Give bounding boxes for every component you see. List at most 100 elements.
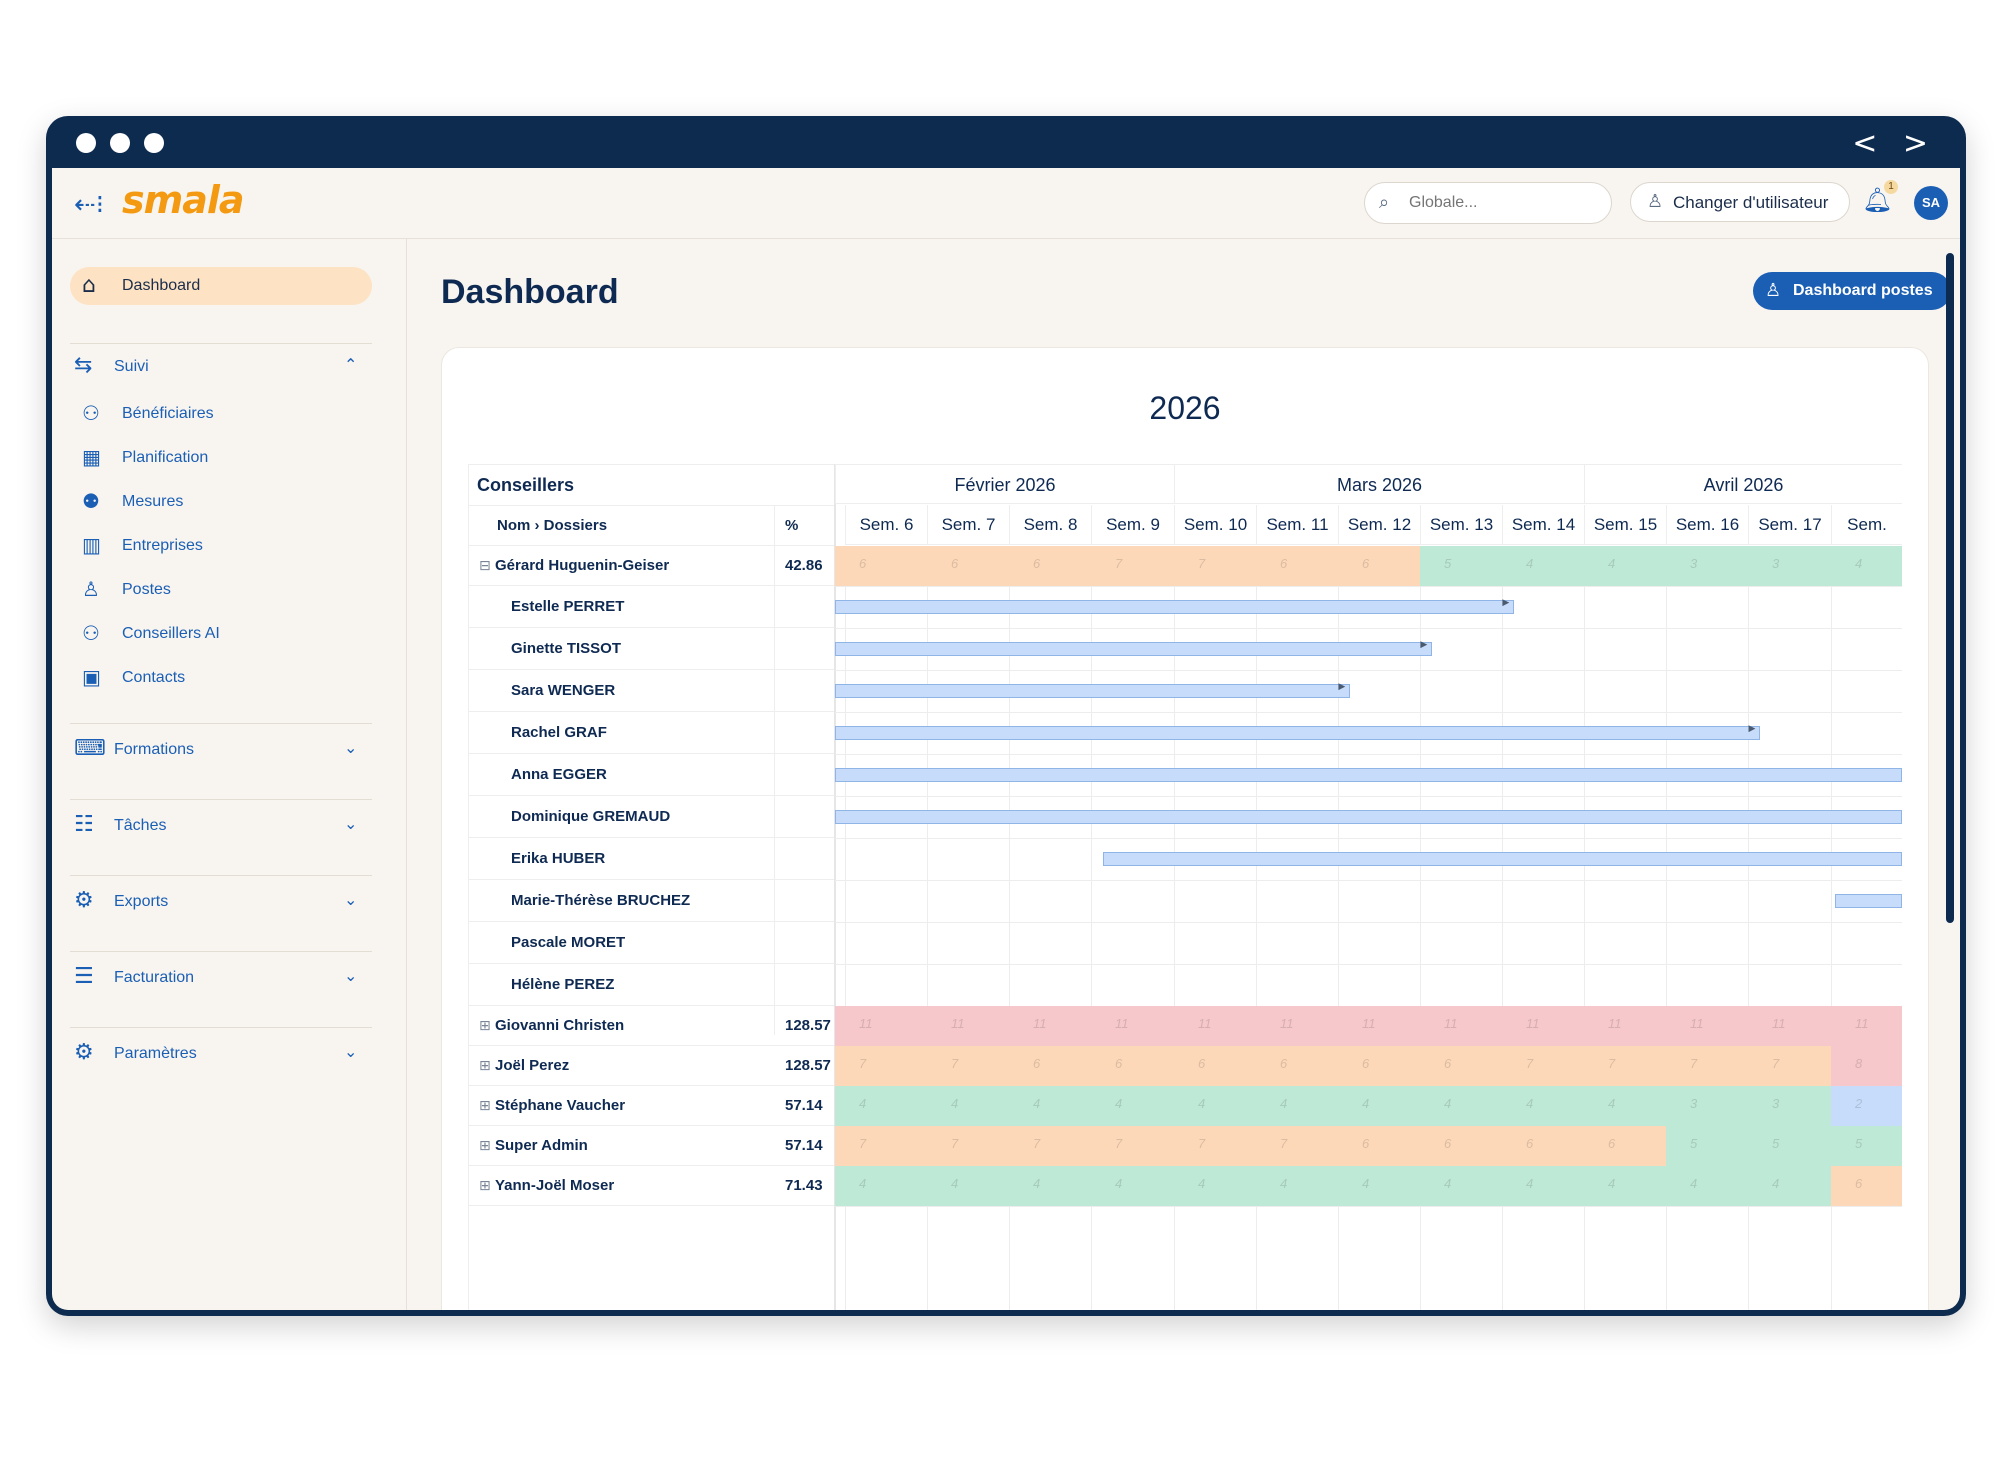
- advisor-row[interactable]: Dominique GREMAUD: [469, 796, 834, 838]
- workload-cell[interactable]: 6: [1420, 1046, 1502, 1086]
- workload-cell[interactable]: 7: [1502, 1046, 1584, 1086]
- workload-cell[interactable]: 5: [1666, 1126, 1748, 1166]
- sidebar-section-taches[interactable]: ☷ Tâches ⌄: [74, 812, 374, 842]
- workload-cell[interactable]: 4: [1009, 1086, 1091, 1126]
- dossier-bar[interactable]: [835, 768, 1902, 782]
- advisor-row[interactable]: Ginette TISSOT: [469, 628, 834, 670]
- workload-cell[interactable]: 5: [1420, 546, 1502, 586]
- workload-cell[interactable]: 4: [1420, 1166, 1502, 1206]
- workload-cell[interactable]: 7: [835, 1126, 927, 1166]
- workload-cell[interactable]: 4: [1502, 1086, 1584, 1126]
- window-dot-maximize[interactable]: [144, 133, 164, 153]
- sidebar-section-suivi[interactable]: ⇆ Suivi ⌃: [74, 353, 374, 383]
- dossier-bar[interactable]: ▶: [835, 640, 1433, 656]
- advisor-row[interactable]: Erika HUBER: [469, 838, 834, 880]
- advisor-row[interactable]: Estelle PERRET: [469, 586, 834, 628]
- workload-cell[interactable]: 4: [1091, 1166, 1174, 1206]
- window-dot-close[interactable]: [76, 133, 96, 153]
- workload-cell[interactable]: 4: [1256, 1166, 1338, 1206]
- workload-cell[interactable]: 11: [1338, 1006, 1420, 1046]
- workload-cell[interactable]: 7: [1666, 1046, 1748, 1086]
- workload-cell[interactable]: 4: [835, 1086, 927, 1126]
- workload-cell[interactable]: 4: [1009, 1166, 1091, 1206]
- dossier-bar[interactable]: ▶: [835, 724, 1761, 740]
- workload-cell[interactable]: 5: [1831, 1126, 1902, 1166]
- workload-cell[interactable]: 7: [1009, 1126, 1091, 1166]
- workload-cell[interactable]: 4: [1420, 1086, 1502, 1126]
- workload-cell[interactable]: 7: [1174, 546, 1256, 586]
- advisor-row[interactable]: ⊟ Gérard Huguenin-Geiser 42.86: [469, 546, 834, 586]
- collapse-icon[interactable]: ⊟: [479, 558, 491, 574]
- workload-cell[interactable]: 11: [1831, 1006, 1902, 1046]
- advisor-row[interactable]: Pascale MORET: [469, 922, 834, 964]
- workload-cell[interactable]: 11: [1420, 1006, 1502, 1046]
- workload-cell[interactable]: 11: [1091, 1006, 1174, 1046]
- workload-cell[interactable]: 6: [1009, 546, 1091, 586]
- workload-cell[interactable]: 4: [1666, 1166, 1748, 1206]
- workload-cell[interactable]: 4: [1584, 1086, 1666, 1126]
- workload-cell[interactable]: 6: [1338, 1046, 1420, 1086]
- workload-cell[interactable]: 5: [1748, 1126, 1831, 1166]
- expand-icon[interactable]: ⊞: [479, 1098, 491, 1114]
- workload-cell[interactable]: 4: [1338, 1166, 1420, 1206]
- sidebar-section-parametres[interactable]: ⚙ Paramètres ⌄: [74, 1040, 374, 1070]
- chevron-down-icon[interactable]: ⌄: [344, 890, 358, 909]
- workload-cell[interactable]: 6: [927, 546, 1009, 586]
- workload-cell[interactable]: 7: [927, 1046, 1009, 1086]
- window-dot-minimize[interactable]: [110, 133, 130, 153]
- workload-cell[interactable]: 11: [1666, 1006, 1748, 1046]
- workload-cell[interactable]: 7: [1748, 1046, 1831, 1086]
- workload-cell[interactable]: 4: [927, 1086, 1009, 1126]
- sidebar-item-contacts[interactable]: ▣ Contacts: [82, 665, 362, 693]
- workload-cell[interactable]: 11: [1174, 1006, 1256, 1046]
- advisor-row[interactable]: ⊞ Joël Perez 128.57: [469, 1046, 834, 1086]
- workload-cell[interactable]: 6: [1091, 1046, 1174, 1086]
- dossier-bar[interactable]: [1834, 894, 1902, 908]
- workload-cell[interactable]: 7: [1174, 1126, 1256, 1166]
- workload-cell[interactable]: 4: [1502, 546, 1584, 586]
- workload-cell[interactable]: 6: [1831, 1166, 1902, 1206]
- sidebar-item-conseillers-ai[interactable]: ⚇ Conseillers AI: [82, 621, 362, 649]
- workload-cell[interactable]: 7: [1256, 1126, 1338, 1166]
- workload-cell[interactable]: 4: [1338, 1086, 1420, 1126]
- advisor-row[interactable]: ⊞ Stéphane Vaucher 57.14: [469, 1086, 834, 1126]
- workload-cell[interactable]: 6: [835, 546, 927, 586]
- workload-cell[interactable]: 2: [1831, 1086, 1902, 1126]
- advisor-row[interactable]: Hélène PEREZ: [469, 964, 834, 1006]
- workload-cell[interactable]: 4: [1584, 546, 1666, 586]
- workload-cell[interactable]: 3: [1666, 546, 1748, 586]
- expand-icon[interactable]: ⊞: [479, 1138, 491, 1154]
- sidebar-item-planification[interactable]: ▦ Planification: [82, 445, 362, 473]
- advisor-row[interactable]: Marie-Thérèse BRUCHEZ: [469, 880, 834, 922]
- workload-cell[interactable]: 11: [835, 1006, 927, 1046]
- chevron-down-icon[interactable]: ⌄: [344, 738, 358, 757]
- workload-cell[interactable]: 7: [1091, 546, 1174, 586]
- workload-cell[interactable]: 11: [1502, 1006, 1584, 1046]
- app-logo[interactable]: smala: [122, 178, 245, 222]
- workload-cell[interactable]: 4: [1502, 1166, 1584, 1206]
- sidebar-section-exports[interactable]: ⚙ Exports ⌄: [74, 888, 374, 918]
- workload-cell[interactable]: 6: [1009, 1046, 1091, 1086]
- workload-cell[interactable]: 4: [1174, 1166, 1256, 1206]
- workload-cell[interactable]: 11: [1009, 1006, 1091, 1046]
- workload-cell[interactable]: 3: [1748, 1086, 1831, 1126]
- workload-cell[interactable]: 4: [835, 1166, 927, 1206]
- scrollbar[interactable]: [1946, 253, 1954, 923]
- workload-cell[interactable]: 6: [1584, 1126, 1666, 1166]
- workload-cell[interactable]: 7: [927, 1126, 1009, 1166]
- dossier-bar[interactable]: [1103, 852, 1902, 866]
- chevron-down-icon[interactable]: ⌄: [344, 966, 358, 985]
- sidebar-item-mesures[interactable]: ⚉ Mesures: [82, 489, 362, 517]
- sidebar-section-formations[interactable]: ⌨ Formations ⌄: [74, 736, 374, 766]
- advisor-row[interactable]: Sara WENGER: [469, 670, 834, 712]
- workload-cell[interactable]: 7: [835, 1046, 927, 1086]
- expand-icon[interactable]: ⊞: [479, 1018, 491, 1034]
- workload-cell[interactable]: 7: [1091, 1126, 1174, 1166]
- workload-cell[interactable]: 6: [1502, 1126, 1584, 1166]
- expand-icon[interactable]: ⊞: [479, 1058, 491, 1074]
- avatar[interactable]: SA: [1914, 186, 1948, 220]
- workload-cell[interactable]: 4: [1091, 1086, 1174, 1126]
- search-input[interactable]: [1407, 191, 1601, 215]
- workload-cell[interactable]: 4: [1256, 1086, 1338, 1126]
- workload-cell[interactable]: 6: [1256, 546, 1338, 586]
